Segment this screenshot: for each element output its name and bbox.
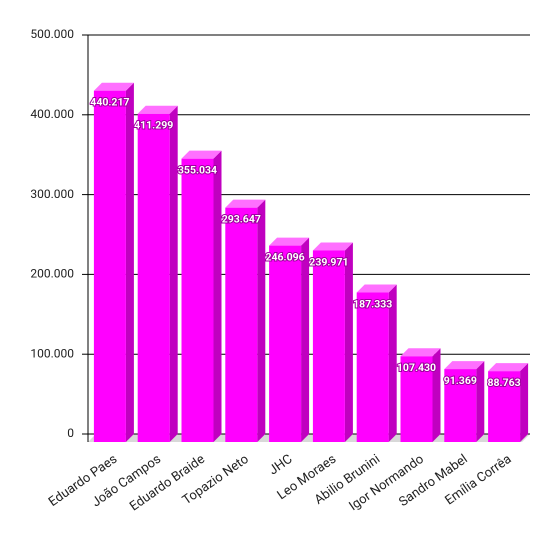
bar-side [520, 363, 529, 442]
bar [488, 371, 521, 442]
x-tick-label: Eduardo Braide [127, 452, 208, 515]
bar-top [225, 199, 266, 208]
y-tick-label: 500.000 [30, 27, 74, 41]
bar [400, 356, 433, 442]
y-tick-label: 0 [67, 426, 74, 440]
value-label: 91.369 [444, 374, 477, 387]
bar-side [169, 105, 178, 443]
bar-side [125, 82, 134, 442]
bar-side [344, 242, 353, 442]
value-label: 107.430 [397, 361, 436, 374]
bar-top [269, 237, 310, 246]
bar [269, 245, 302, 442]
value-label: 293.647 [222, 212, 261, 225]
bar-top [400, 348, 441, 357]
bar-top [444, 361, 485, 370]
bar-side [388, 284, 397, 442]
bar [225, 207, 258, 442]
bar-side [257, 199, 266, 442]
bar-top [488, 363, 529, 372]
bar [181, 158, 214, 442]
x-tick-label: Igor Normando [347, 452, 427, 514]
value-label: 246.096 [265, 250, 304, 263]
bar-side [432, 348, 441, 442]
bar-side [213, 150, 222, 442]
bar-top [181, 150, 222, 159]
bar [444, 369, 477, 442]
bar [356, 292, 389, 442]
y-tick-label: 100.000 [30, 346, 74, 360]
bar [93, 90, 126, 442]
bar-top [356, 284, 397, 293]
y-tick-label: 400.000 [30, 107, 74, 121]
bar-top [137, 105, 178, 114]
value-label: 355.034 [178, 163, 217, 176]
value-label: 239.971 [309, 255, 348, 268]
bar [137, 113, 170, 443]
y-tick-label: 300.000 [30, 187, 74, 201]
bar-top [312, 242, 353, 251]
value-label: 187.333 [353, 297, 392, 310]
y-tick-label: 200.000 [30, 267, 74, 281]
bar [312, 250, 345, 442]
value-label: 411.299 [134, 119, 173, 132]
value-label: 88.763 [488, 376, 521, 389]
bar-side [301, 237, 310, 442]
value-label: 440.217 [90, 95, 129, 108]
bar-top [93, 82, 134, 91]
bar-side [476, 361, 485, 442]
x-tick-label: JHC [266, 452, 295, 479]
